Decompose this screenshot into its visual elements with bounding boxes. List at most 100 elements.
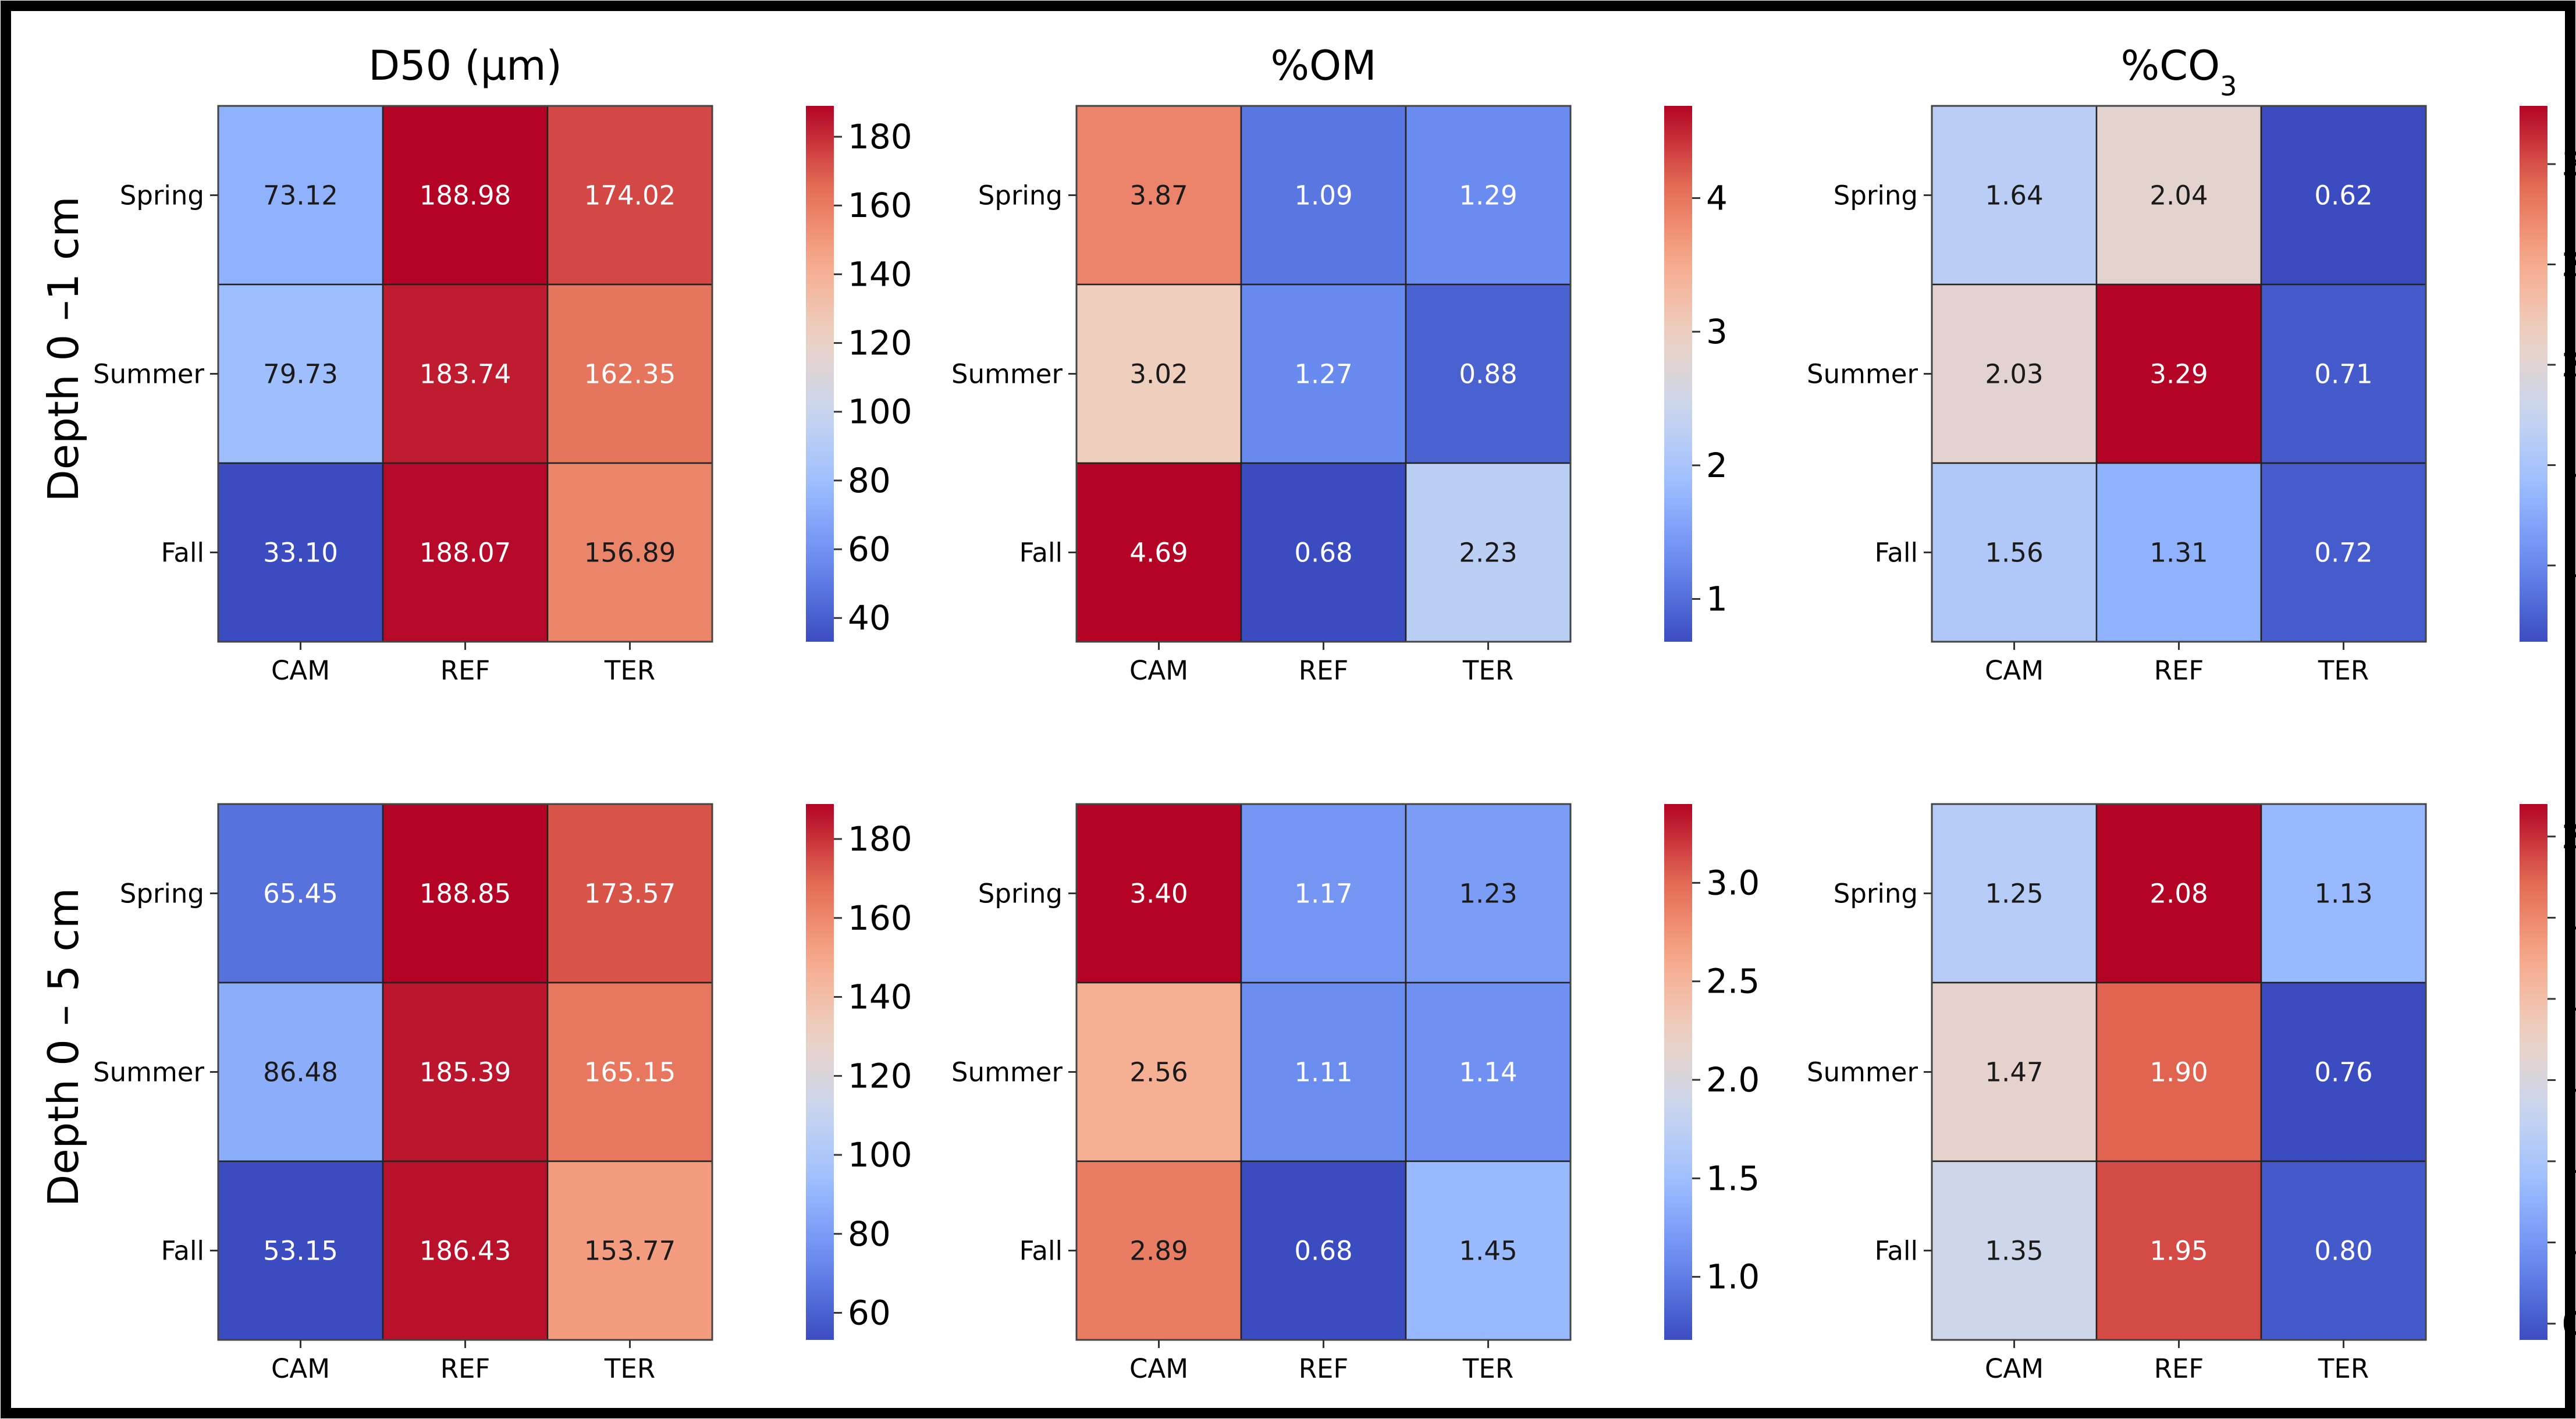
cell-value-label: 53.15 [263,1236,338,1267]
cell-value-label: 2.89 [1129,1236,1188,1267]
x-tick-label: CAM [1129,655,1188,686]
cell-value-label: 0.72 [2314,538,2372,568]
colorbar-tick-label: 160 [848,898,912,938]
colorbar [1664,106,1692,642]
colorbar-tick-label: 2.5 [2561,245,2576,284]
heatmap-cell [546,803,713,984]
cell-value-label: 1.35 [1985,1236,2043,1267]
heatmap-cell [2095,462,2262,643]
cell-value-label: 0.80 [2314,1236,2372,1267]
cell-value-label: 174.02 [584,180,676,211]
heatmap-panel-4: 65.45 188.85 173.57 86.48 185.39 165.15 53.15 1… [93,803,912,1384]
heatmap-cell [546,1160,713,1341]
x-tick-label: TER [2318,655,2369,686]
x-tick-label: TER [2318,1353,2369,1384]
colorbar-tick-label: 1.8 [2561,898,2576,937]
row-label-depth-0-5: Depth 0 – 5 cm [39,888,88,1207]
heatmap-cell [2095,1160,2262,1341]
heatmap-cell [1075,283,1242,464]
cell-value-label: 4.69 [1129,538,1188,568]
colorbar-tick-label: 1.4 [2561,1060,2576,1100]
cell-value-label: 173.57 [584,879,676,909]
colorbar-tick-label: 2.0 [1706,1060,1760,1100]
cell-value-label: 1.27 [1294,359,1352,390]
cell-value-label: 165.15 [584,1057,676,1088]
cell-value-label: 156.89 [584,538,676,568]
colorbar-tick-label: 60 [848,529,891,569]
cell-value-label: 65.45 [263,879,338,909]
colorbar-tick-label: 2.5 [1706,962,1760,1001]
x-tick-label: REF [2154,1353,2204,1384]
heatmap-cell [1240,803,1407,984]
cell-value-label: 188.07 [420,538,511,568]
heatmap-cell [1931,981,2098,1162]
colorbar-tick-label: 40 [848,598,891,638]
y-tick-label: Fall [161,538,204,568]
cell-value-label: 86.48 [263,1057,338,1088]
x-tick-label: TER [1462,1353,1513,1384]
colorbar [1664,804,1692,1340]
colorbar-tick-label: 120 [848,1056,912,1096]
y-tick-label: Fall [1019,1236,1063,1267]
cell-value-label: 0.62 [2314,180,2372,211]
x-tick-label: CAM [1129,1353,1188,1384]
y-tick-label: Summer [93,1057,204,1088]
heatmap-cell [382,803,549,984]
heatmap-cell [1931,1160,2098,1341]
heatmap-cell [217,981,384,1162]
heatmap-cell [1240,283,1407,464]
cell-value-label: 2.08 [2149,879,2208,909]
heatmap-cell [2260,981,2427,1162]
colorbar-tick-label: 3.0 [2561,144,2576,184]
cell-value-label: 1.64 [1985,180,2043,211]
heatmap-cell [1405,105,1572,286]
heatmap-cell [217,283,384,464]
y-tick-label: Fall [1875,538,1918,568]
cell-value-label: 2.04 [2149,180,2208,211]
cell-value-label: 3.29 [2149,359,2208,390]
heatmap-cell [1075,1160,1242,1341]
heatmap-cell [546,283,713,464]
colorbar-tick-label: 100 [848,392,912,432]
colorbar-tick-label: 1 [1706,579,1728,619]
heatmap-cell [546,981,713,1162]
x-tick-label: TER [604,1353,655,1384]
colorbar-tick-label: 140 [848,254,912,294]
heatmap-cell [2260,803,2427,984]
cell-value-label: 3.02 [1129,359,1188,390]
colorbar-tick-label: 2.0 [2561,817,2576,856]
colorbar-tick-label: 60 [848,1293,891,1333]
cell-value-label: 0.71 [2314,359,2372,390]
cell-value-label: 3.40 [1129,879,1188,909]
cell-value-label: 0.68 [1294,538,1352,568]
cell-value-label: 2.56 [1129,1057,1188,1088]
heatmap-cell [2260,1160,2427,1341]
y-tick-label: Summer [1807,1057,1918,1088]
cell-value-label: 162.35 [584,359,676,390]
colorbar-tick-label: 3.0 [1706,863,1760,902]
heatmap-cell [1405,1160,1572,1341]
colorbar-tick-label: 100 [848,1135,912,1175]
heatmap-panel-5: 3.40 1.17 1.23 2.56 1.11 1.14 2.89 0.68 1.45 Spri… [951,803,1760,1384]
x-tick-label: REF [440,655,491,686]
cell-value-label: 0.88 [1459,359,1517,390]
colorbar-tick-label: 80 [848,461,891,500]
x-tick-label: REF [440,1353,491,1384]
heatmap-cell [2260,283,2427,464]
cell-value-label: 1.45 [1459,1236,1517,1267]
heatmap-cell [1240,1160,1407,1341]
x-tick-label: REF [1299,1353,1349,1384]
cell-value-label: 1.13 [2314,879,2372,909]
heatmap-cell [382,1160,549,1341]
cell-value-label: 1.17 [1294,879,1352,909]
y-tick-label: Summer [951,359,1063,390]
heatmap-cell [1405,803,1572,984]
cell-value-label: 1.23 [1459,879,1517,909]
heatmap-cell [1075,981,1242,1162]
x-tick-label: REF [2154,655,2204,686]
cell-value-label: 1.11 [1294,1057,1352,1088]
cell-value-label: 2.23 [1459,538,1517,568]
cell-value-label: 3.87 [1129,180,1188,211]
heatmap-panel-6: 1.25 2.08 1.13 1.47 1.90 0.76 1.35 1.95 0.80 Spri… [1807,803,2576,1384]
colorbar [2520,804,2547,1340]
